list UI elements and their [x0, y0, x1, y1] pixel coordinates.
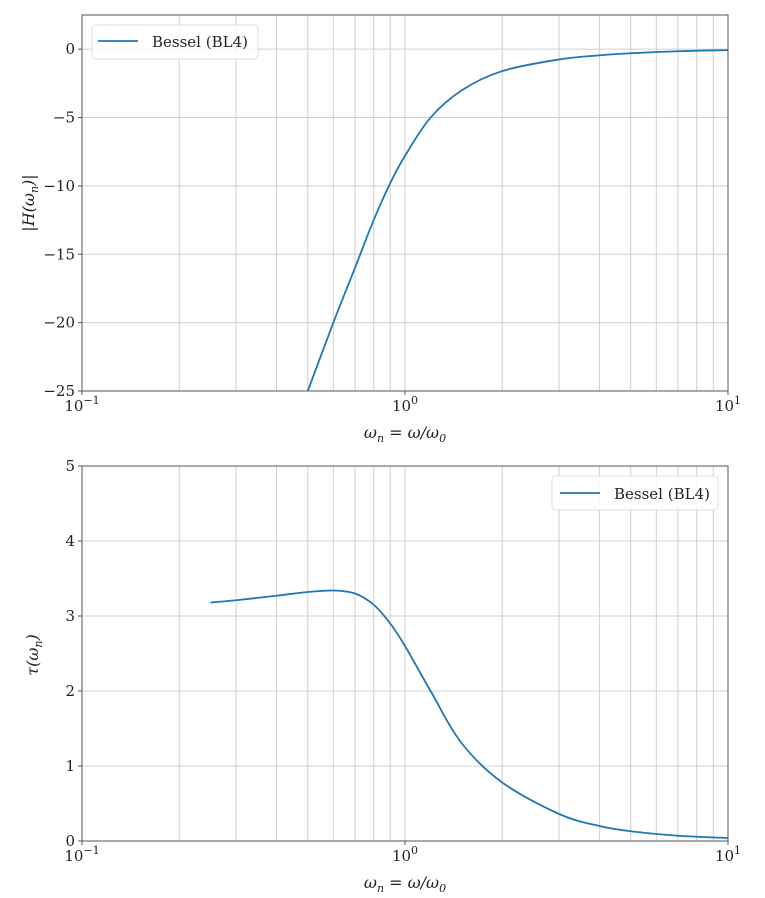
y-tick-label: −10 — [43, 177, 75, 195]
y-tick-label: −20 — [43, 314, 75, 332]
y-tick-label: 4 — [65, 532, 75, 550]
x-tick-labels: 10−1 100 101 — [64, 391, 741, 415]
legend-box — [91, 24, 259, 60]
bessel-magnitude-line — [306, 49, 729, 392]
y-tick-label: −25 — [43, 382, 75, 400]
x-axis-label: ωn = ω/ω0 — [364, 873, 446, 895]
legend: Bessel (BL4) — [551, 475, 719, 511]
group-delay-plot: 0 1 2 3 4 5 10−1 100 101 ωn = ω/ω0 τ(ωn) Bessel… — [23, 457, 741, 895]
y-tick-label: 1 — [65, 757, 75, 775]
grid — [82, 465, 728, 842]
x-tick-labels: 10−1 100 101 — [64, 841, 741, 865]
y-tick-label: −5 — [53, 109, 75, 127]
x-tick-label: 10−1 — [64, 844, 99, 865]
x-tick-label: 10−1 — [64, 394, 99, 415]
legend: Bessel (BL4) — [91, 24, 259, 60]
x-tick-label: 101 — [715, 394, 741, 415]
x-tick-label: 100 — [392, 394, 418, 415]
grid — [82, 15, 728, 392]
y-tick-label: 2 — [65, 682, 75, 700]
bessel-group-delay-line — [210, 589, 729, 839]
x-tick-label: 101 — [715, 844, 741, 865]
y-tick-label: 3 — [65, 607, 75, 625]
y-axis-label: τ(ωn) — [23, 634, 45, 675]
y-axis-label: |H(ωn)| — [19, 174, 41, 231]
legend-box — [551, 475, 719, 511]
x-axis-label: ωn = ω/ω0 — [364, 423, 446, 445]
legend-label: Bessel (BL4) — [152, 33, 248, 51]
y-tick-labels: −25 −20 −15 −10 −5 0 — [43, 40, 82, 400]
y-tick-label: 5 — [65, 457, 75, 475]
y-tick-label: −15 — [43, 245, 75, 263]
x-tick-label: 100 — [392, 844, 418, 865]
magnitude-plot: −25 −20 −15 −10 −5 0 10−1 100 101 ωn = ω/ω0 |H(… — [19, 14, 741, 445]
y-tick-label: 0 — [65, 40, 75, 58]
legend-label: Bessel (BL4) — [614, 485, 710, 503]
y-tick-labels: 0 1 2 3 4 5 — [65, 457, 82, 850]
y-tick-label: 0 — [65, 832, 75, 850]
